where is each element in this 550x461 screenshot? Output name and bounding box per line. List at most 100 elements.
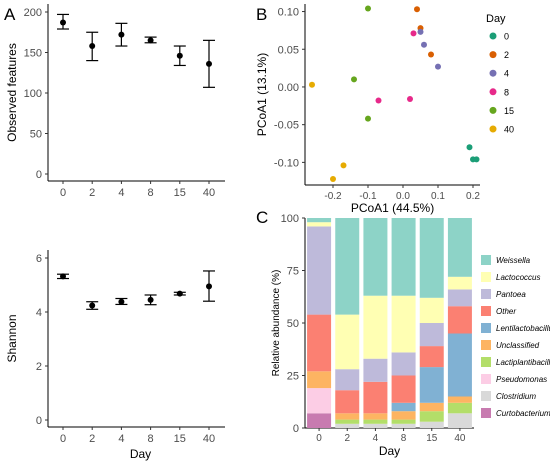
bar-segment-lactiplantibacillus <box>363 419 388 424</box>
bar-segment-pantoea <box>391 352 416 376</box>
legend-swatch-other <box>481 306 491 316</box>
point-day-40 <box>309 81 315 88</box>
mean-point <box>89 302 96 309</box>
observed-features-plot: 0 50 100 150 200 0 2 4 8 15 40 Observed features <box>5 4 225 199</box>
bar-segment-other <box>419 346 444 368</box>
bar-segment-lactococcus <box>363 295 388 359</box>
x-tick-label: 15 <box>426 433 438 444</box>
y-tick-label: 25 <box>287 371 299 383</box>
bar-segment-weissella <box>363 218 388 296</box>
bar-segment-lentilactobacillus <box>447 333 472 397</box>
y-tick-label: -0.10 <box>274 157 299 169</box>
y-tick-label: 0.10 <box>278 7 299 19</box>
x-tick-label: 2 <box>89 433 95 445</box>
y-tick-label: 50 <box>30 129 42 141</box>
bar-segment-lactococcus <box>335 314 360 370</box>
x-tick-label: 0 <box>60 187 66 199</box>
legend-label-lactococcus: Lactococcus <box>496 273 540 282</box>
x-tick-label: 15 <box>174 433 186 445</box>
x-tick-label: -0.2 <box>324 191 342 202</box>
bar-segment-unclassified <box>447 396 472 403</box>
y-tick-label: 75 <box>287 266 299 278</box>
bar-segment-lactococcus <box>307 222 332 227</box>
y-tick-label: 150 <box>24 48 42 60</box>
point-day-40 <box>340 162 347 169</box>
legend-swatch-lactiplantibacillus <box>481 357 491 367</box>
bar-segment-weissella <box>307 218 332 223</box>
legend-swatch-lactococcus <box>481 272 491 282</box>
legend-label-day-15: 15 <box>504 106 514 116</box>
legend-swatch-day-15 <box>489 106 497 114</box>
legend-swatch-clostridium <box>481 391 491 401</box>
legend-label-clostridium: Clostridium <box>496 392 536 401</box>
point-day-8 <box>407 96 413 103</box>
x-tick-label: 4 <box>373 433 379 444</box>
y-axis-label: Shannon <box>5 314 19 362</box>
legend-swatch-unclassified <box>481 340 491 350</box>
legend-label-day-8: 8 <box>504 87 509 97</box>
mean-point <box>147 296 154 303</box>
bar-segment-pantoea <box>363 358 388 382</box>
x-tick-label: 8 <box>401 433 407 444</box>
bar-segment-unclassified <box>307 371 332 389</box>
bar-segment-unclassified <box>363 413 388 420</box>
y-tick-label: 100 <box>24 88 42 100</box>
y-tick-label: -0.05 <box>274 120 299 132</box>
x-axis-label: Day <box>130 447 151 461</box>
bar-segment-clostridium <box>447 413 472 428</box>
bar-segment-weissella <box>447 218 472 277</box>
legend-label-day-2: 2 <box>504 50 509 60</box>
bar-segment-clostridium <box>363 423 388 428</box>
y-tick-label: 6 <box>36 253 42 265</box>
x-tick-label: 40 <box>203 187 215 199</box>
bar-segment-lactiplantibacillus <box>419 411 444 422</box>
legend-label-other: Other <box>496 307 516 316</box>
point-day-8 <box>410 30 417 37</box>
pcoa-plot: -0.10 -0.05 0.00 0.05 0.10 -0.2 -0.1 0.0 0.1 0.2 P… <box>255 4 514 215</box>
point-day-4 <box>417 28 424 35</box>
bar-segment-clostridium <box>335 423 360 428</box>
y-axis-label: Observed features <box>5 43 19 142</box>
bar-segment-curtobacterium <box>307 413 332 428</box>
x-tick-label: 8 <box>148 187 154 199</box>
mean-point <box>60 273 66 280</box>
y-tick-label: 100 <box>281 213 299 225</box>
y-tick-label: 0 <box>293 423 299 435</box>
x-tick-label: 8 <box>148 433 154 445</box>
x-tick-label: 0 <box>60 433 66 445</box>
point-day-40 <box>330 175 336 182</box>
point-day-0 <box>473 156 480 163</box>
y-tick-label: 4 <box>36 307 42 319</box>
legend-label-weissella: Weissella <box>496 256 531 265</box>
legend-title: Day <box>486 13 506 25</box>
point-day-8 <box>375 97 382 104</box>
legend-label-pseudomonas: Pseudomonas <box>496 375 547 384</box>
legend-swatch-pantoea <box>481 289 491 299</box>
y-tick-label: 50 <box>287 318 299 330</box>
legend-swatch-day-40 <box>489 125 497 133</box>
bar-segment-weissella <box>391 218 416 296</box>
bar-segment-lentilactobacillus <box>391 402 416 412</box>
bar-segment-pantoea <box>335 369 360 391</box>
x-tick-label: 0.2 <box>466 191 480 202</box>
bar-segment-lactiplantibacillus <box>447 402 472 414</box>
y-tick-label: 200 <box>24 7 42 19</box>
x-tick-label: 4 <box>118 187 124 199</box>
bar-segment-lactococcus <box>419 297 444 323</box>
x-tick-label: -0.1 <box>359 191 377 202</box>
mean-point <box>118 31 125 38</box>
legend-swatch-pseudomonas <box>481 374 491 384</box>
bar-segment-other <box>335 390 360 414</box>
legend-label-curtobacterium: Curtobacterium <box>496 409 550 418</box>
mean-point <box>206 60 212 67</box>
legend-label-lentilactobacillus: Lentilactobacillus <box>496 324 550 333</box>
x-tick-label: 2 <box>344 433 350 444</box>
mean-point <box>118 298 125 305</box>
bar-segment-unclassified <box>391 411 416 420</box>
x-tick-label: 40 <box>203 433 215 445</box>
bar-segment-weissella <box>335 218 360 315</box>
bar-segment-other <box>307 314 332 372</box>
legend-label-day-40: 40 <box>504 125 514 135</box>
bar-segment-pseudomonas <box>307 388 332 414</box>
